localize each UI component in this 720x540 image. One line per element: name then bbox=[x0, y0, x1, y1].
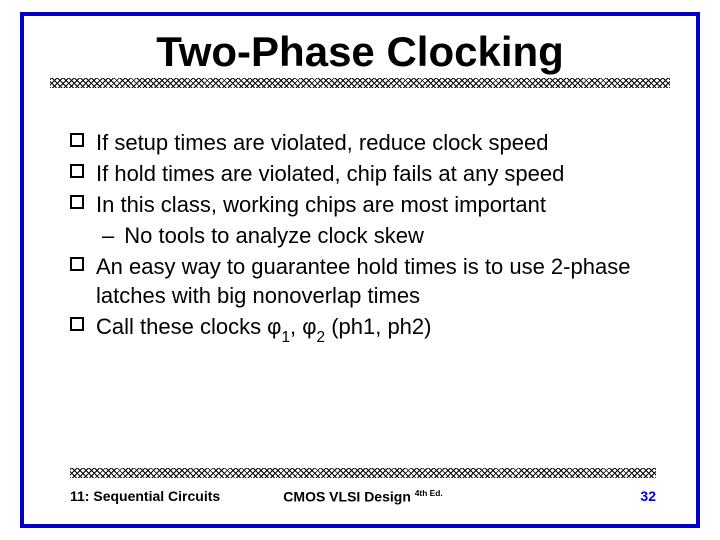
sub-bullet-text: No tools to analyze clock skew bbox=[124, 221, 424, 250]
square-bullet-icon bbox=[70, 164, 84, 178]
bullet-item: If hold times are violated, chip fails a… bbox=[70, 159, 656, 188]
slide-title: Two-Phase Clocking bbox=[24, 16, 696, 74]
bullet-item: If setup times are violated, reduce cloc… bbox=[70, 128, 656, 157]
dash-icon: – bbox=[102, 221, 114, 250]
bullet-text: If hold times are violated, chip fails a… bbox=[96, 159, 564, 188]
footer-center-sup: 4th Ed. bbox=[415, 488, 443, 498]
footer: 11: Sequential Circuits CMOS VLSI Design… bbox=[70, 488, 656, 504]
square-bullet-icon bbox=[70, 133, 84, 147]
slide: Two-Phase Clocking If setup times are vi… bbox=[0, 0, 720, 540]
bullet-text: Call these clocks φ1, φ2 (ph1, ph2) bbox=[96, 312, 431, 346]
footer-divider bbox=[70, 468, 656, 478]
footer-center-main: CMOS VLSI Design bbox=[283, 489, 411, 505]
bullet-item: Call these clocks φ1, φ2 (ph1, ph2) bbox=[70, 312, 656, 346]
footer-center: CMOS VLSI Design 4th Ed. bbox=[70, 488, 656, 505]
slide-border: Two-Phase Clocking If setup times are vi… bbox=[20, 12, 700, 528]
bullet-text: If setup times are violated, reduce cloc… bbox=[96, 128, 548, 157]
bullet-text: An easy way to guarantee hold times is t… bbox=[96, 252, 656, 310]
bullet-item: In this class, working chips are most im… bbox=[70, 190, 656, 219]
bullet-item: An easy way to guarantee hold times is t… bbox=[70, 252, 656, 310]
title-divider bbox=[50, 78, 670, 88]
body-content: If setup times are violated, reduce cloc… bbox=[70, 128, 656, 460]
square-bullet-icon bbox=[70, 195, 84, 209]
square-bullet-icon bbox=[70, 317, 84, 331]
sub-bullet-item: –No tools to analyze clock skew bbox=[102, 221, 656, 250]
bullet-text: In this class, working chips are most im… bbox=[96, 190, 546, 219]
square-bullet-icon bbox=[70, 257, 84, 271]
